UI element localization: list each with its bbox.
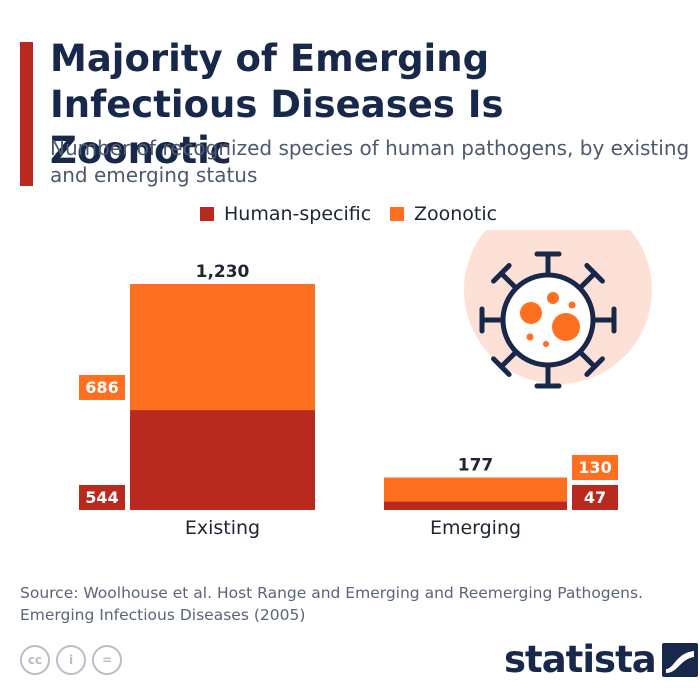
value-label-zoonotic-text: 130 [578, 458, 611, 477]
virus-illustration [464, 230, 652, 389]
legend-item-zoonotic: Zoonotic [390, 203, 497, 225]
virus-spot [552, 313, 580, 341]
license-icons: cc i = [20, 645, 122, 675]
bars [130, 284, 567, 510]
chart-title: Majority of Emerging Infectious Diseases… [50, 37, 504, 172]
legend-item-human-specific: Human-specific [200, 203, 371, 225]
virus-spike [577, 349, 598, 370]
legend-label-zoonotic: Zoonotic [414, 203, 498, 225]
bar-zoonotic [130, 284, 315, 411]
value-label-human-specific-text: 47 [584, 488, 606, 507]
value-label-zoonotic-box [572, 455, 618, 480]
value-label-human-specific-text: 544 [85, 488, 118, 507]
attribution-icon[interactable]: i [56, 645, 86, 675]
value-label-zoonotic: 130 [572, 455, 618, 480]
brand-name: statista [504, 638, 657, 681]
cc-icon[interactable]: cc [20, 645, 50, 675]
virus-spot [547, 292, 559, 304]
virus-spike [577, 270, 598, 291]
value-label-zoonotic: 686 [79, 374, 125, 400]
category-labels: Existing Emerging [185, 517, 521, 539]
value-label-human-specific-box [572, 485, 618, 510]
virus-spike-cap [491, 263, 512, 284]
virus-spot [568, 301, 576, 309]
source-note: Source: Woolhouse et al. Host Range and … [20, 584, 644, 624]
statista-mark-icon [661, 642, 698, 677]
bar-human-specific [130, 410, 315, 510]
legend-swatch-zoonotic [390, 207, 404, 221]
category-label: Existing [185, 517, 260, 539]
total-label: 177 [458, 455, 494, 475]
accent-bar [20, 42, 33, 186]
virus-spot [526, 333, 534, 341]
value-label-human-specific-box [79, 485, 125, 510]
virus-spikes [479, 251, 617, 389]
value-label-human-specific: 544 [79, 485, 125, 510]
virus-spike-cap [491, 356, 512, 377]
total-label: 1,230 [196, 262, 250, 282]
category-label: Emerging [430, 517, 521, 539]
value-label-zoonotic-text: 686 [85, 378, 118, 397]
bar-human-specific [384, 501, 567, 510]
legend-swatch-human-specific [200, 207, 214, 221]
virus-spot [520, 302, 542, 324]
value-label-human-specific: 47 [572, 485, 618, 510]
legend: Human-specific Zoonotic [0, 203, 700, 229]
virus-spike [498, 270, 519, 291]
virus-spike-cap [584, 356, 605, 377]
value-label-zoonotic-box [79, 374, 125, 400]
chart-subtitle: Number of recognized species of human pa… [50, 136, 690, 187]
virus-spike-cap [584, 263, 605, 284]
bar-labels: 1,230 544 686 177 47 130 [79, 262, 618, 510]
virus-body [500, 272, 596, 368]
statista-logo[interactable]: statista [504, 638, 698, 681]
bar-chart: 1,230 544 686 177 47 130 Existing Emerging [79, 230, 652, 539]
bar-zoonotic [384, 477, 567, 502]
virus-spike [498, 349, 519, 370]
virus-spot [543, 341, 549, 347]
no-derivatives-icon[interactable]: = [92, 645, 122, 675]
legend-label-human-specific: Human-specific [224, 203, 372, 225]
